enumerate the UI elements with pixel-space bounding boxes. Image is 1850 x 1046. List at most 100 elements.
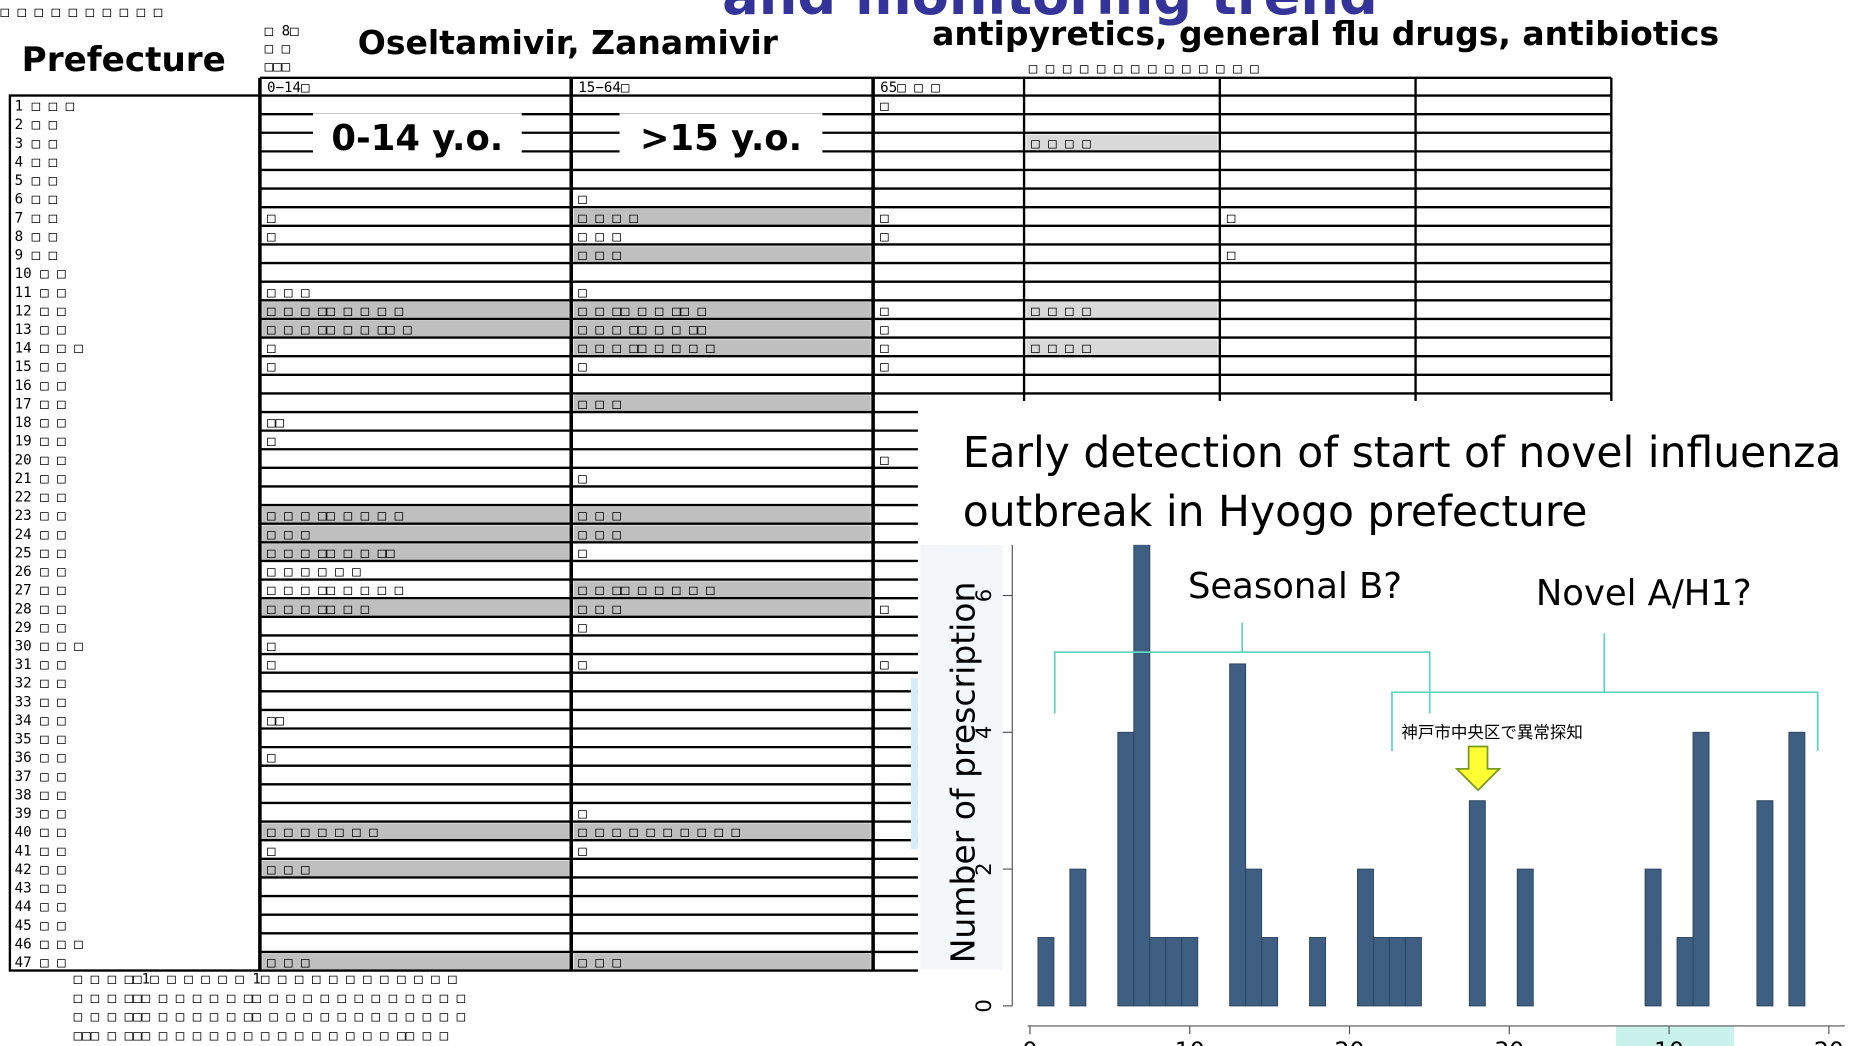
cell-text: □ <box>267 750 276 766</box>
row-label: 39 □ □ <box>15 806 67 822</box>
cell-text: □ <box>1227 210 1236 226</box>
shaded-cell <box>573 339 871 355</box>
slide-title: and monitoring trend <box>722 0 1378 27</box>
cell-text: □ <box>880 229 889 245</box>
x-tick-label: 30 <box>1494 1037 1524 1046</box>
cell-text: □ □ □ □ <box>1031 136 1091 152</box>
shaded-cell <box>573 581 871 598</box>
bar <box>1516 868 1534 1007</box>
row-label: 10 □ □ <box>15 266 67 282</box>
row-label: 4 □ □ <box>15 154 58 170</box>
shaded-cell <box>262 544 569 560</box>
annotation: Novel A/H1? <box>1536 573 1752 614</box>
table: □1 □ □ □2 □ □□ □ □ □3 □ □4 □ □5 □ □□6 □ … <box>8 76 1613 1044</box>
cell-text: □ <box>267 657 276 673</box>
shaded-cell <box>262 506 569 523</box>
row-label: 28 □ □ <box>15 601 67 617</box>
cell-text: □ □ □ □□ □ □ <box>267 601 370 617</box>
shaded-cell <box>573 506 871 523</box>
bar <box>1037 937 1055 1007</box>
shaded-cell <box>573 823 871 840</box>
cell-text: □ <box>267 359 276 375</box>
cell-text: □ <box>880 657 889 673</box>
footnote: □ □ □ □□□ □ □ □ □ □ □□ □ □ □ □ □ □ □ □ □… <box>74 990 466 1006</box>
header-small: □ □ <box>265 41 291 57</box>
y-tick-label: 2 <box>972 862 997 876</box>
row-label: 1 □ □ □ <box>15 99 75 115</box>
row-label: 22 □ □ <box>15 490 67 506</box>
cell-text: □ <box>880 601 889 617</box>
row-label: 43 □ □ <box>15 881 67 897</box>
chart-title: Early detection of start of novel influe… <box>963 429 1842 478</box>
row-label: 19 □ □ <box>15 434 67 450</box>
accent-bar <box>910 678 918 850</box>
bar <box>1181 937 1199 1007</box>
cell-text: □ □ □ □ <box>1031 303 1091 319</box>
shaded-cell <box>573 395 871 411</box>
cell-text: □ <box>267 434 276 450</box>
ylabel-panel <box>920 544 1003 970</box>
bracket <box>1053 622 1431 714</box>
cell-text: □ □ □□ □ □ □ □ □ <box>578 583 715 599</box>
bar <box>1133 526 1151 1007</box>
row-label: 35 □ □ <box>15 732 67 748</box>
row-label: 16 □ □ <box>15 378 67 394</box>
cell-text: □ <box>578 545 587 561</box>
annotation: Seasonal B? <box>1188 566 1402 607</box>
shaded-cell <box>573 246 871 262</box>
cell-text: □ □ □ <box>267 862 310 878</box>
cell-text: □ □ □ <box>578 601 621 617</box>
row-label: 31 □ □ <box>15 657 67 673</box>
shaded-cell <box>262 302 569 318</box>
row-label: 18 □ □ <box>15 415 67 431</box>
row-label: 37 □ □ <box>15 769 67 785</box>
axis-highlight <box>1616 1025 1734 1046</box>
row-label: 46 □ □ □ <box>15 936 84 952</box>
chart-title-box <box>943 406 1850 545</box>
row-label: 13 □ □ <box>15 322 67 338</box>
shaded-cell <box>262 320 569 337</box>
bar <box>1676 937 1694 1007</box>
cell-text: □ <box>267 210 276 226</box>
chart-panel: 0 2 4 6 0 10 20 30 10 20 Seasonal B? Novel A/H1? 神戸市… <box>910 400 1850 1046</box>
cell-text: □ □ □ □□ □ □ □ □ <box>578 341 715 357</box>
shaded-cell <box>573 525 871 542</box>
cell-text: □ □ □ <box>578 527 621 543</box>
row-label: 6 □ □ <box>15 192 58 208</box>
bar <box>1644 868 1662 1007</box>
bar <box>1229 663 1247 1007</box>
row-label: 34 □ □ <box>15 713 67 729</box>
shaded-cell <box>573 302 871 318</box>
cell-text: □ □ □ □□ □ □ □ □ <box>267 303 404 319</box>
drug-group: antipyretics, general flu drugs, antibio… <box>932 14 1719 53</box>
cell-text: □ <box>578 620 587 636</box>
cell-text: □ □ □ □ <box>1031 341 1091 357</box>
cell-text: □□ <box>267 713 285 729</box>
bar <box>1069 868 1087 1007</box>
age-label-box <box>619 113 823 161</box>
bar <box>1117 731 1135 1007</box>
cell-text: □ <box>578 657 587 673</box>
row-label: 11 □ □ <box>15 285 67 301</box>
cell-text: □ <box>1227 248 1236 264</box>
row-label: 3 □ □ <box>15 136 58 152</box>
cell-text: □ □ □ <box>578 248 621 264</box>
row-label: 20 □ □ <box>15 452 67 468</box>
row-label: 45 □ □ <box>15 918 67 934</box>
bar <box>1373 937 1390 1007</box>
row-label: 7 □ □ <box>15 210 58 226</box>
cell-text: □ □ □ <box>267 955 310 971</box>
row-label: 25 □ □ <box>15 545 67 561</box>
y-tick-label: 0 <box>972 999 997 1013</box>
shaded-cell <box>262 823 569 840</box>
bar <box>1788 731 1806 1007</box>
cell-text: □ □ □ □□ □ □ □□ <box>267 545 395 561</box>
drug-group: Oseltamivir, Zanamivir <box>358 23 779 62</box>
x-tick-label: 0 <box>1022 1037 1037 1046</box>
shaded-cell <box>262 953 569 970</box>
row-label: 21 □ □ <box>15 471 67 487</box>
shaded-cell <box>573 599 871 616</box>
column-header: 0−14□ <box>267 80 310 96</box>
cell-text: □ □ □ <box>578 508 621 524</box>
